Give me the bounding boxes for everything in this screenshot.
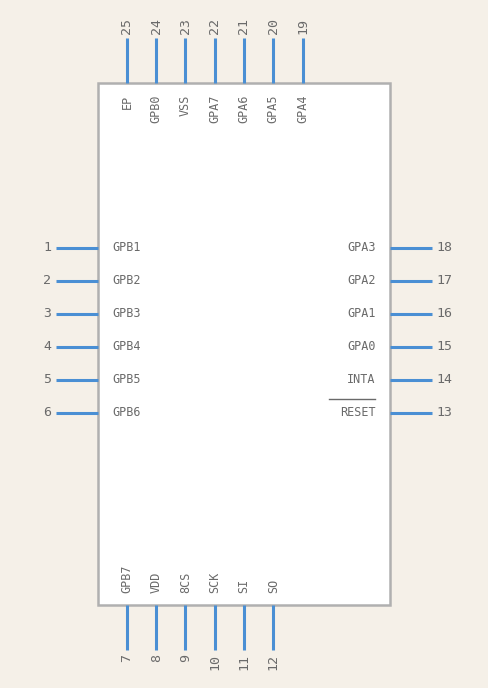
Text: 15: 15	[437, 341, 453, 353]
Text: 22: 22	[208, 18, 221, 34]
Bar	[98, 83, 390, 605]
Text: GPA3: GPA3	[347, 241, 375, 254]
Text: GPB1: GPB1	[113, 241, 141, 254]
Text: RESET: RESET	[340, 407, 375, 419]
Text: SCK: SCK	[208, 572, 221, 594]
Text: 6: 6	[43, 407, 51, 419]
Text: 14: 14	[437, 374, 453, 386]
Text: 25: 25	[121, 18, 133, 34]
Text: GPA1: GPA1	[347, 308, 375, 320]
Text: GPA2: GPA2	[347, 275, 375, 287]
Text: 24: 24	[150, 18, 163, 34]
Text: GPB3: GPB3	[113, 308, 141, 320]
Text: 10: 10	[208, 654, 221, 670]
Text: GPB7: GPB7	[121, 565, 133, 594]
Text: 4: 4	[43, 341, 51, 353]
Text: SI: SI	[238, 579, 250, 594]
Text: 19: 19	[296, 18, 309, 34]
Text: 8CS: 8CS	[179, 572, 192, 594]
Text: GPB4: GPB4	[113, 341, 141, 353]
Text: 1: 1	[43, 241, 51, 254]
Text: 7: 7	[121, 654, 133, 662]
Text: 5: 5	[43, 374, 51, 386]
Text: INTA: INTA	[347, 374, 375, 386]
Text: EP: EP	[121, 94, 133, 109]
Text: VDD: VDD	[150, 572, 163, 594]
Text: SO: SO	[267, 579, 280, 594]
Text: 23: 23	[179, 18, 192, 34]
Text: 11: 11	[238, 654, 250, 670]
Text: 21: 21	[238, 18, 250, 34]
Text: GPA6: GPA6	[238, 94, 250, 123]
Text: 16: 16	[437, 308, 453, 320]
Text: 2: 2	[43, 275, 51, 287]
Text: GPB5: GPB5	[113, 374, 141, 386]
Text: GPA7: GPA7	[208, 94, 221, 123]
Text: GPB6: GPB6	[113, 407, 141, 419]
Text: GPA0: GPA0	[347, 341, 375, 353]
Text: 3: 3	[43, 308, 51, 320]
Text: GPA4: GPA4	[296, 94, 309, 123]
Text: 13: 13	[437, 407, 453, 419]
Text: GPB2: GPB2	[113, 275, 141, 287]
Text: 18: 18	[437, 241, 453, 254]
Text: 8: 8	[150, 654, 163, 662]
Text: 12: 12	[267, 654, 280, 670]
Text: 17: 17	[437, 275, 453, 287]
Text: 20: 20	[267, 18, 280, 34]
Text: VSS: VSS	[179, 94, 192, 116]
Text: GPB0: GPB0	[150, 94, 163, 123]
Text: 9: 9	[179, 654, 192, 662]
Text: GPA5: GPA5	[267, 94, 280, 123]
